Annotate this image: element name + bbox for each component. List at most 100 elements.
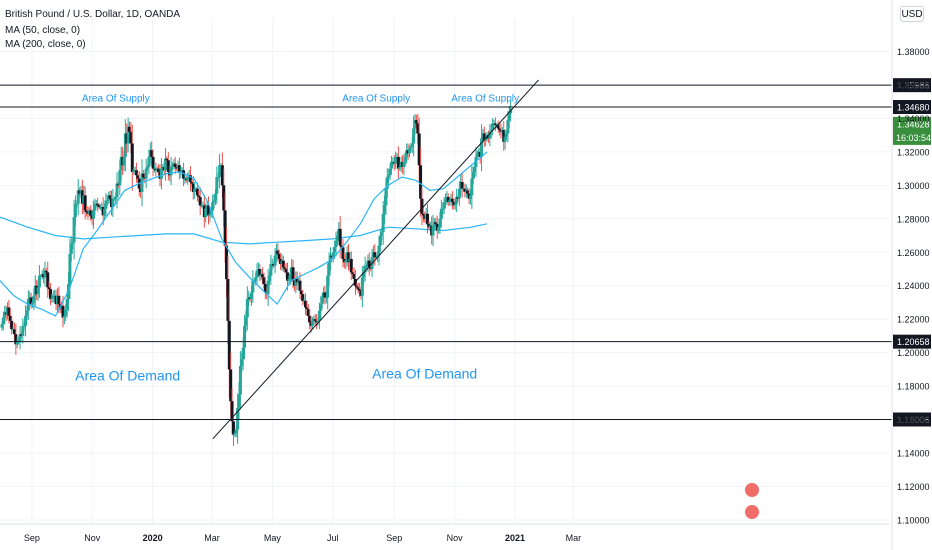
candle <box>62 315 66 318</box>
candle <box>43 270 47 278</box>
candle <box>108 195 112 199</box>
ma200-line <box>0 216 488 245</box>
ma50-legend[interactable]: MA (50, close, 0) <box>5 25 81 36</box>
candle <box>374 257 378 259</box>
candle <box>49 289 53 300</box>
candle <box>365 265 369 267</box>
symbol-title[interactable]: British Pound / U.S. Dollar, 1D, OANDA <box>5 9 181 20</box>
candle <box>453 203 457 206</box>
candle <box>320 297 324 305</box>
candle <box>450 198 454 203</box>
y-tick-label: 1.30000 <box>897 181 930 191</box>
candle <box>471 171 475 179</box>
candle <box>407 148 411 154</box>
candle <box>496 125 500 129</box>
candle <box>151 156 155 169</box>
candle <box>328 255 332 263</box>
candle <box>7 307 11 316</box>
candle <box>389 161 393 169</box>
candle <box>141 173 145 177</box>
candle <box>164 158 168 171</box>
candle <box>269 263 273 276</box>
candle <box>437 227 441 231</box>
candle <box>159 168 163 179</box>
candle <box>173 163 177 167</box>
candle <box>360 277 364 296</box>
candle <box>484 138 488 141</box>
candle <box>273 255 277 266</box>
time-axis[interactable]: Sep Nov 2020 Mar May Jul Sep Nov 2021 Mar <box>0 523 890 543</box>
candles-layer <box>0 100 513 446</box>
candle <box>177 165 181 172</box>
candle <box>420 198 424 214</box>
candle <box>208 213 212 216</box>
y-tick-label: 1.34000 <box>897 114 930 124</box>
candle <box>245 299 249 318</box>
level-price-tag <box>893 412 931 427</box>
candle <box>310 320 314 326</box>
candle <box>284 269 288 273</box>
y-tick-label: 1.16000 <box>897 415 930 425</box>
candle <box>193 188 197 193</box>
y-tick-label: 1.38000 <box>897 47 930 57</box>
candle <box>448 200 452 203</box>
candle <box>115 183 119 198</box>
price-axis[interactable]: 1.10000 1.12000 1.14000 1.16000 1.18000 1.200… <box>891 0 930 550</box>
x-tick-label: 2020 <box>143 533 163 543</box>
candle <box>355 285 359 288</box>
candle <box>112 198 116 200</box>
candle <box>0 324 4 328</box>
candle <box>69 243 73 254</box>
x-tick-label: Sep <box>386 533 402 543</box>
area-of-supply-label: Area Of Supply <box>342 94 410 105</box>
y-tick-label: 1.22000 <box>897 315 930 325</box>
candle <box>491 123 495 131</box>
candle <box>419 165 423 199</box>
candle <box>213 193 217 201</box>
candle <box>475 153 479 157</box>
ma200-legend[interactable]: MA (200, close, 0) <box>5 39 86 50</box>
candle <box>367 260 371 268</box>
candle <box>24 315 28 326</box>
candle <box>340 245 344 248</box>
candle <box>344 260 348 263</box>
level-price-tag <box>893 334 931 349</box>
candle <box>229 369 233 402</box>
candle <box>394 156 398 164</box>
candle <box>455 197 459 204</box>
candle <box>414 120 418 124</box>
candle <box>128 126 132 132</box>
candle <box>44 270 48 273</box>
candle <box>146 166 150 169</box>
candle <box>327 262 331 276</box>
event-marker-icon <box>745 483 759 497</box>
candle <box>233 432 237 435</box>
candle <box>277 253 281 259</box>
candle <box>338 228 342 246</box>
candle <box>444 198 448 203</box>
candle <box>426 213 430 224</box>
candle <box>489 130 493 132</box>
candle <box>438 218 442 228</box>
candle <box>507 113 511 121</box>
candle <box>305 307 309 310</box>
candle <box>147 156 151 167</box>
x-tick-label: Mar <box>566 533 582 543</box>
candle <box>335 235 339 241</box>
level-price-label: 1.34680 <box>897 103 930 113</box>
candle <box>403 156 407 162</box>
currency-button[interactable]: USD <box>900 6 924 22</box>
candle <box>231 421 235 435</box>
candle <box>230 401 234 422</box>
candle <box>218 165 222 177</box>
candle <box>234 429 238 433</box>
candle <box>190 181 194 184</box>
candle <box>388 168 392 176</box>
candle <box>506 120 510 134</box>
candle <box>71 242 75 244</box>
candle <box>276 250 280 254</box>
candle <box>313 319 317 321</box>
candle <box>341 247 345 259</box>
